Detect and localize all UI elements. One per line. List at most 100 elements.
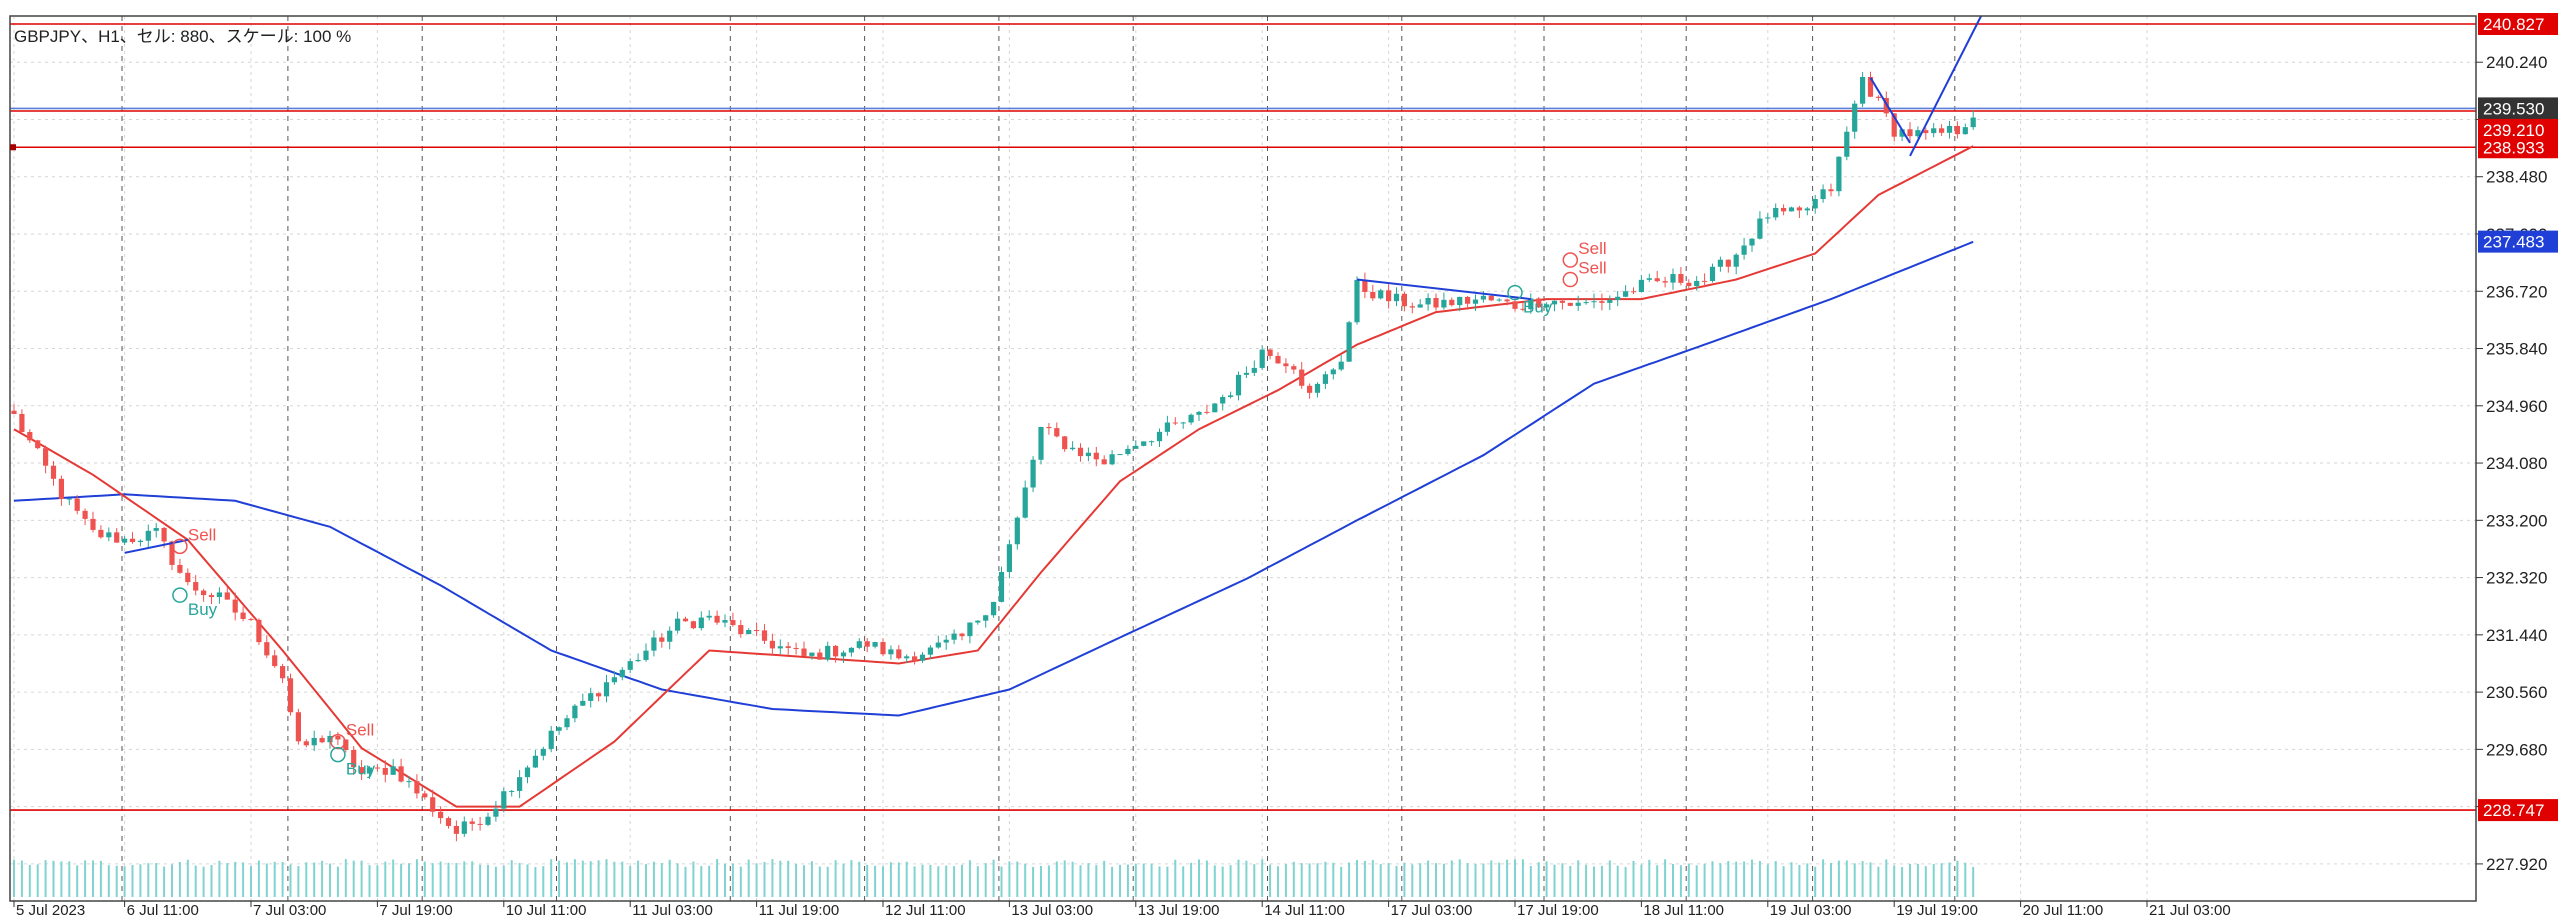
candle-body xyxy=(445,818,452,826)
candle-body xyxy=(983,615,989,621)
candle-body xyxy=(1899,129,1905,137)
time-axis: 5 Jul 2023 6 Jul 11:00 7 Jul 03:00 7 Jul 19… xyxy=(13,901,2231,919)
candle-body xyxy=(1741,245,1747,255)
candle-body xyxy=(991,601,997,616)
candle-body xyxy=(1188,414,1194,423)
candle-body xyxy=(509,790,515,792)
candle-body xyxy=(82,510,88,519)
candle-body xyxy=(564,718,570,728)
candle-body xyxy=(1504,299,1510,302)
candle-body xyxy=(311,737,317,746)
candle-body xyxy=(66,498,72,500)
y-tick-label: 230.560 xyxy=(2486,683,2547,702)
candle-body xyxy=(477,823,483,825)
candle-body xyxy=(50,465,57,479)
y-tick-label: 231.440 xyxy=(2486,626,2547,645)
y-tick-label: 238.480 xyxy=(2486,168,2547,187)
trendlines-layer xyxy=(124,15,1982,554)
sell-signal-marker xyxy=(172,538,188,555)
y-tick-label: 234.960 xyxy=(2486,397,2547,416)
candle-body xyxy=(1702,280,1708,282)
sell-signal-label: Sell xyxy=(346,721,374,740)
candle-body xyxy=(1773,207,1779,218)
candle-body xyxy=(1109,454,1115,465)
candle-body xyxy=(1125,448,1131,455)
candle-body xyxy=(1749,238,1755,246)
candle-body xyxy=(1630,291,1637,293)
candle-body xyxy=(343,739,349,751)
candle-body xyxy=(1133,445,1139,449)
candle-body xyxy=(1267,349,1273,356)
candle-body xyxy=(1465,296,1471,304)
candle-body xyxy=(185,572,191,583)
x-tick-label: 7 Jul 19:00 xyxy=(379,902,452,916)
x-tick-label: 17 Jul 03:00 xyxy=(1391,902,1473,916)
ma-fast-line xyxy=(13,145,1974,808)
candle-body xyxy=(256,619,262,643)
candle-body xyxy=(1393,293,1400,302)
candle-body xyxy=(240,612,246,619)
candle-body xyxy=(643,650,649,660)
sell-signal-label: Sell xyxy=(1578,239,1606,258)
candle-body xyxy=(659,637,665,642)
price-marker-label: 238.933 xyxy=(2483,138,2544,157)
candle-body xyxy=(998,571,1005,602)
candle-body xyxy=(74,498,80,511)
candle-body xyxy=(1196,411,1202,415)
candle-body xyxy=(627,661,633,670)
candle-body xyxy=(951,633,957,640)
candle-body xyxy=(793,647,799,649)
candle-body xyxy=(145,530,151,541)
candle-body xyxy=(1433,297,1439,308)
candle-body xyxy=(785,646,791,648)
candle-body xyxy=(11,410,17,414)
price-marker-label: 239.530 xyxy=(2483,99,2544,118)
candle-body xyxy=(1141,441,1147,446)
candle-body xyxy=(216,592,222,598)
candle-body xyxy=(1022,487,1028,518)
candle-body xyxy=(1615,296,1621,301)
buy-signal-label: Buy xyxy=(346,760,376,779)
candle-body xyxy=(888,649,894,655)
candle-body xyxy=(366,767,373,774)
candle-body xyxy=(1070,447,1076,450)
candle-body xyxy=(1472,299,1479,304)
candle-body xyxy=(675,618,681,631)
candle-body xyxy=(1362,279,1368,292)
candle-body xyxy=(1117,454,1123,456)
price-marker xyxy=(2478,13,2558,36)
grid-layer xyxy=(10,16,2476,901)
candle-body xyxy=(746,630,752,635)
price-marker xyxy=(2478,97,2558,120)
candle-body xyxy=(927,647,933,655)
candle-body xyxy=(382,767,388,775)
candle-body xyxy=(1528,298,1534,310)
candle-body xyxy=(406,781,412,783)
candle-body xyxy=(1354,279,1360,323)
x-tick-label: 11 Jul 19:00 xyxy=(759,902,840,916)
candle-body xyxy=(967,622,973,637)
candle-body xyxy=(1386,290,1392,302)
candle-body xyxy=(1520,308,1526,310)
ma-slow-line xyxy=(13,240,1974,717)
plot-frame xyxy=(9,15,2477,902)
candle-body xyxy=(1686,282,1692,287)
candle-body xyxy=(1796,207,1802,211)
buy-signal-label: Buy xyxy=(1523,298,1553,317)
candle-body xyxy=(303,741,309,746)
candle-body xyxy=(801,648,807,656)
candle-body xyxy=(1038,426,1044,460)
candle-body xyxy=(1939,128,1945,133)
buy-signal-marker xyxy=(172,587,188,603)
candle-body xyxy=(524,767,531,778)
x-tick-label: 21 Jul 03:00 xyxy=(2149,902,2231,916)
candle-body xyxy=(1149,441,1155,443)
candle-body xyxy=(588,693,594,701)
candle-body xyxy=(106,532,112,538)
buy-signal-marker xyxy=(1507,284,1523,301)
buy-signal-marker xyxy=(330,746,346,763)
candle-body xyxy=(1062,436,1068,450)
x-tick-label: 13 Jul 19:00 xyxy=(1138,902,1220,916)
